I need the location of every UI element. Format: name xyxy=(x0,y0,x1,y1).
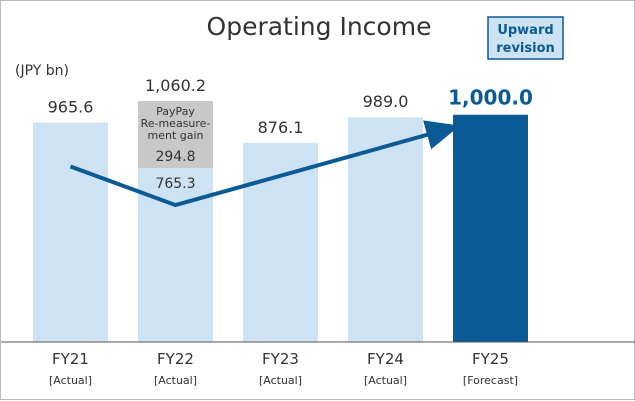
tick-label-fy23: FY23 xyxy=(262,350,299,368)
value-label-fy21: 965.6 xyxy=(48,98,94,117)
value-label-fy25: 1,000.0 xyxy=(448,86,533,110)
bar-fy22-gain-segment xyxy=(138,101,213,169)
trend-arrow xyxy=(69,120,460,208)
tick-sublabel-fy22: [Actual] xyxy=(154,374,197,387)
upward-revision-badge: Upward revision xyxy=(487,16,564,60)
badge-line-2: revision xyxy=(496,41,555,56)
tick-sublabel-fy21: [Actual] xyxy=(49,374,92,387)
chart-title: Operating Income xyxy=(207,12,432,41)
value-label-fy22: 1,060.2 xyxy=(145,76,206,95)
tick-label-fy24: FY24 xyxy=(367,350,404,368)
tick-label-fy25: FY25 xyxy=(472,350,509,368)
badge-box xyxy=(487,16,564,60)
tick-sublabel-fy25: [Forecast] xyxy=(463,374,518,387)
base-value-label: 765.3 xyxy=(155,176,195,192)
bar-fy24 xyxy=(348,117,423,343)
bar-fy21 xyxy=(33,122,108,342)
bar-fy25 xyxy=(453,114,528,343)
value-label-fy23: 876.1 xyxy=(258,118,304,137)
gain-label-line-2: Re-measure- xyxy=(141,117,211,130)
gain-label-line-1: PayPay xyxy=(156,105,195,118)
gain-value-label: 294.8 xyxy=(155,149,195,165)
unit-label: (JPY bn) xyxy=(15,63,69,79)
bar-fy23 xyxy=(243,142,318,342)
tick-label-fy21: FY21 xyxy=(52,350,89,368)
value-label-fy24: 989.0 xyxy=(363,92,409,111)
tick-sublabel-fy23: [Actual] xyxy=(259,374,302,387)
tick-sublabel-fy24: [Actual] xyxy=(364,374,407,387)
gain-label-line-3: ment gain xyxy=(147,129,203,142)
tick-label-fy22: FY22 xyxy=(157,350,194,368)
bars-layer xyxy=(33,101,528,343)
badge-line-1: Upward xyxy=(497,23,553,38)
